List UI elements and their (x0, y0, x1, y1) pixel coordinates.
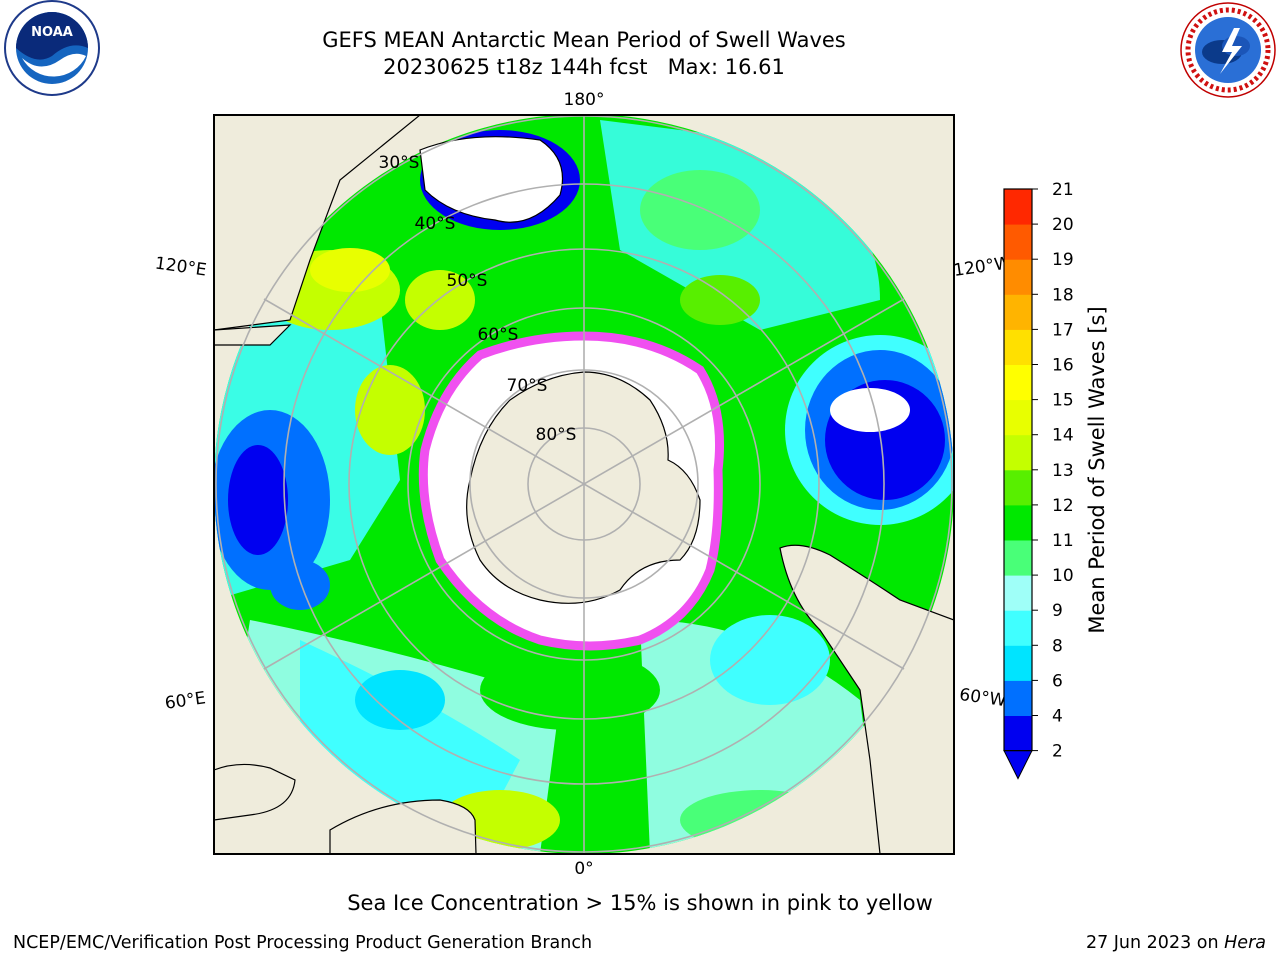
colorbar-tick-label: 13 (1052, 461, 1074, 481)
colorbar-segment (1004, 189, 1032, 225)
colorbar-tick-label: 9 (1052, 601, 1063, 621)
colorbar-segment (1004, 259, 1032, 295)
colorbar-tick-label: 2 (1052, 742, 1063, 762)
colorbar-tick-label: 16 (1052, 356, 1074, 376)
latitude-label-70s: 70°S (507, 376, 548, 396)
colorbar-tick-label: 12 (1052, 496, 1074, 516)
colorbar-segment (1004, 680, 1032, 716)
colorbar-segment (1004, 715, 1032, 752)
noaa-logo: NOAA (4, 0, 100, 96)
colorbar-tick-label: 18 (1052, 285, 1074, 305)
colorbar-segment (1004, 364, 1032, 401)
colorbar: 2 4 6 8 9 10 11 12 13 14 15 16 17 18 19 20 21 (1003, 180, 1074, 780)
colorbar-tick-label: 21 (1052, 180, 1074, 200)
colorbar-segment (1004, 294, 1032, 330)
latitude-labels: 30°S 40°S 50°S 60°S 70°S 80°S (379, 153, 577, 445)
latitude-label-40s: 40°S (415, 214, 456, 234)
colorbar-segment (1004, 329, 1032, 365)
colorbar-label: Mean Period of Swell Waves [s] (1085, 306, 1109, 633)
colorbar-segment (1004, 224, 1032, 260)
meridian-label-120e: 120°E (154, 254, 208, 281)
meridian-label-60e: 60°E (164, 688, 207, 713)
colorbar-segment (1004, 504, 1032, 541)
latitude-label-60s: 60°S (478, 325, 519, 345)
map-frame (213, 114, 955, 855)
colorbar-tick-label: 10 (1052, 566, 1074, 586)
latitude-label-30s: 30°S (379, 153, 420, 173)
colorbar-tick-label: 19 (1052, 250, 1074, 270)
colorbar-tick-label: 6 (1052, 671, 1063, 691)
latitude-label-50s: 50°S (447, 271, 488, 291)
sea-ice-caption: Sea Ice Concentration > 15% is shown in … (347, 891, 933, 915)
colorbar-segment (1004, 399, 1032, 436)
colorbar-tick-label: 15 (1052, 391, 1074, 411)
colorbar-tick-label: 14 (1052, 426, 1074, 446)
colorbar-tick-label: 11 (1052, 531, 1074, 551)
colorbar-segment (1004, 575, 1032, 611)
colorbar-segment (1004, 610, 1032, 646)
latitude-label-80s: 80°S (536, 425, 577, 445)
noaa-logo-text: NOAA (31, 25, 73, 40)
title-line-1: GEFS MEAN Antarctic Mean Period of Swell… (322, 28, 846, 52)
colorbar-tick-label: 4 (1052, 707, 1063, 727)
colorbar-tick-label: 20 (1052, 215, 1074, 235)
colorbar-tick-label: 17 (1052, 320, 1074, 340)
colorbar-tick-label: 8 (1052, 636, 1063, 656)
colorbar-segment (1004, 469, 1032, 506)
colorbar-segment (1004, 434, 1032, 471)
footer-date-text: 27 Jun 2023 on (1085, 933, 1225, 953)
meridian-label-0: 0° (574, 859, 593, 879)
colorbar-extension (1003, 750, 1033, 780)
meridian-label-60w: 60°W (958, 685, 1007, 711)
nws-logo (1180, 2, 1276, 98)
title-line-2: 20230625 t18z 144h fcst Max: 16.61 (383, 55, 785, 79)
footer-organization: NCEP/EMC/Verification Post Processing Pr… (13, 933, 593, 953)
footer-date: 27 Jun 2023 on Hera (1086, 933, 1266, 953)
colorbar-segment (1004, 645, 1032, 681)
meridian-label-180: 180° (564, 90, 605, 110)
colorbar-segment (1004, 540, 1032, 576)
footer-host: Hera (1224, 933, 1266, 953)
